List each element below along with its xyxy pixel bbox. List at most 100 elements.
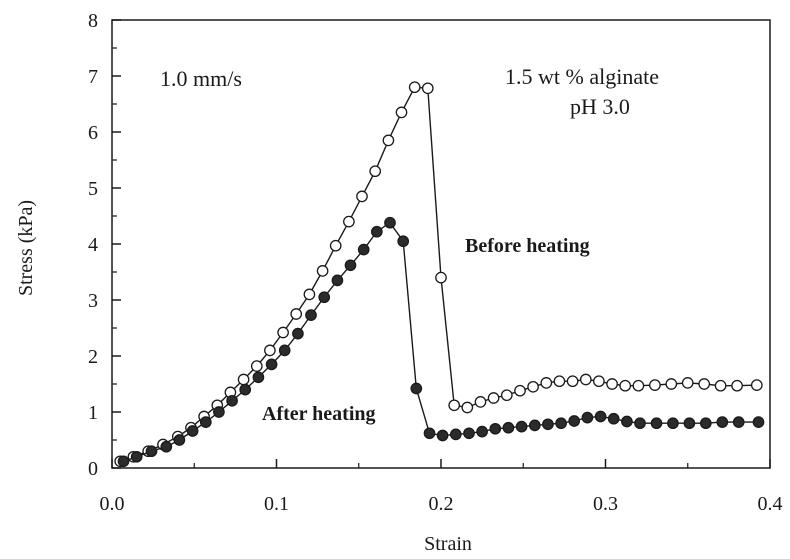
y-tick-label: 0 bbox=[88, 458, 98, 480]
data-point bbox=[634, 417, 646, 430]
data-point bbox=[292, 327, 304, 340]
series-line bbox=[123, 221, 759, 462]
data-point bbox=[474, 396, 487, 408]
data-point bbox=[290, 308, 303, 320]
x-tick-label: 0.1 bbox=[264, 493, 289, 515]
data-point bbox=[699, 417, 712, 430]
data-point bbox=[435, 271, 447, 284]
y-tick-label: 8 bbox=[88, 10, 98, 32]
data-point bbox=[357, 243, 370, 256]
data-point bbox=[278, 344, 291, 357]
y-axis-label: Stress (kPa) bbox=[15, 200, 37, 296]
data-point bbox=[449, 428, 462, 441]
x-tick-label: 0.4 bbox=[758, 493, 783, 515]
annotation-speed: 1.0 mm/s bbox=[160, 66, 242, 91]
data-point bbox=[553, 375, 566, 388]
data-point bbox=[370, 225, 383, 238]
data-point bbox=[318, 291, 331, 304]
data-point bbox=[593, 375, 605, 388]
data-point bbox=[489, 422, 502, 435]
data-point bbox=[581, 411, 594, 424]
data-point bbox=[344, 259, 357, 272]
data-point bbox=[226, 394, 238, 407]
data-point bbox=[329, 239, 342, 252]
series-after-heating bbox=[117, 216, 765, 468]
data-point bbox=[487, 392, 500, 404]
data-point bbox=[199, 416, 212, 428]
data-point bbox=[665, 378, 678, 390]
data-point bbox=[566, 375, 579, 388]
data-point bbox=[369, 165, 382, 178]
data-point bbox=[277, 326, 289, 339]
data-point bbox=[500, 389, 513, 402]
data-point bbox=[186, 425, 199, 437]
data-point bbox=[731, 379, 743, 392]
data-point bbox=[117, 455, 130, 468]
data-point bbox=[579, 373, 592, 386]
annotation-ph: pH 3.0 bbox=[570, 94, 630, 119]
data-point bbox=[540, 377, 553, 389]
data-point bbox=[515, 420, 528, 433]
data-point bbox=[160, 440, 173, 453]
data-point bbox=[619, 379, 632, 392]
data-point bbox=[239, 383, 252, 396]
data-point bbox=[397, 235, 410, 248]
data-point bbox=[316, 265, 329, 277]
data-point bbox=[698, 378, 711, 390]
data-point bbox=[264, 344, 276, 357]
y-tick-label: 4 bbox=[88, 234, 98, 256]
data-point bbox=[514, 384, 526, 397]
y-tick-label: 6 bbox=[88, 122, 98, 144]
data-point bbox=[423, 427, 436, 440]
x-tick-label: 0.3 bbox=[593, 493, 618, 515]
data-point bbox=[408, 81, 421, 94]
data-point bbox=[252, 371, 265, 384]
x-axis-label: Strain bbox=[424, 533, 472, 555]
data-point bbox=[476, 425, 488, 438]
data-point bbox=[382, 134, 395, 147]
data-point bbox=[683, 417, 696, 430]
data-point bbox=[650, 417, 663, 430]
data-point bbox=[130, 450, 143, 463]
data-point bbox=[237, 373, 250, 386]
data-point bbox=[621, 415, 633, 428]
data-point bbox=[750, 379, 763, 391]
data-point bbox=[607, 412, 620, 425]
data-point bbox=[410, 382, 423, 395]
data-point bbox=[436, 429, 449, 442]
data-point bbox=[502, 421, 515, 434]
y-tick-label: 1 bbox=[88, 402, 98, 424]
y-tick-label: 5 bbox=[88, 178, 98, 200]
data-point bbox=[606, 378, 618, 390]
data-point bbox=[716, 416, 729, 428]
x-tick-label: 0.2 bbox=[429, 493, 454, 515]
series-layer bbox=[114, 81, 765, 468]
data-point bbox=[213, 406, 225, 418]
data-point bbox=[384, 216, 396, 229]
data-point bbox=[732, 416, 745, 428]
data-point bbox=[461, 401, 474, 414]
y-tick-label: 3 bbox=[88, 290, 98, 312]
data-point bbox=[145, 445, 158, 458]
data-point bbox=[649, 379, 661, 391]
x-axis-ticks: 0.0 0.1 0.2 0.3 0.4 bbox=[100, 459, 783, 515]
data-point bbox=[303, 288, 316, 301]
data-point bbox=[667, 417, 679, 430]
data-point bbox=[681, 377, 694, 389]
y-tick-label: 2 bbox=[88, 346, 98, 368]
data-point bbox=[343, 215, 355, 228]
data-point bbox=[714, 379, 727, 392]
data-point bbox=[555, 417, 567, 430]
y-tick-label: 7 bbox=[88, 66, 98, 88]
data-point bbox=[421, 82, 434, 95]
data-point bbox=[395, 106, 408, 119]
data-point bbox=[265, 358, 278, 371]
data-point bbox=[528, 419, 541, 432]
data-point bbox=[250, 360, 263, 372]
data-point bbox=[632, 379, 645, 392]
annotation-concentration: 1.5 wt % alginate bbox=[505, 64, 659, 89]
data-point bbox=[594, 410, 607, 423]
series-before-heating bbox=[114, 81, 763, 468]
legend-label-after-heating: After heating bbox=[262, 403, 376, 425]
